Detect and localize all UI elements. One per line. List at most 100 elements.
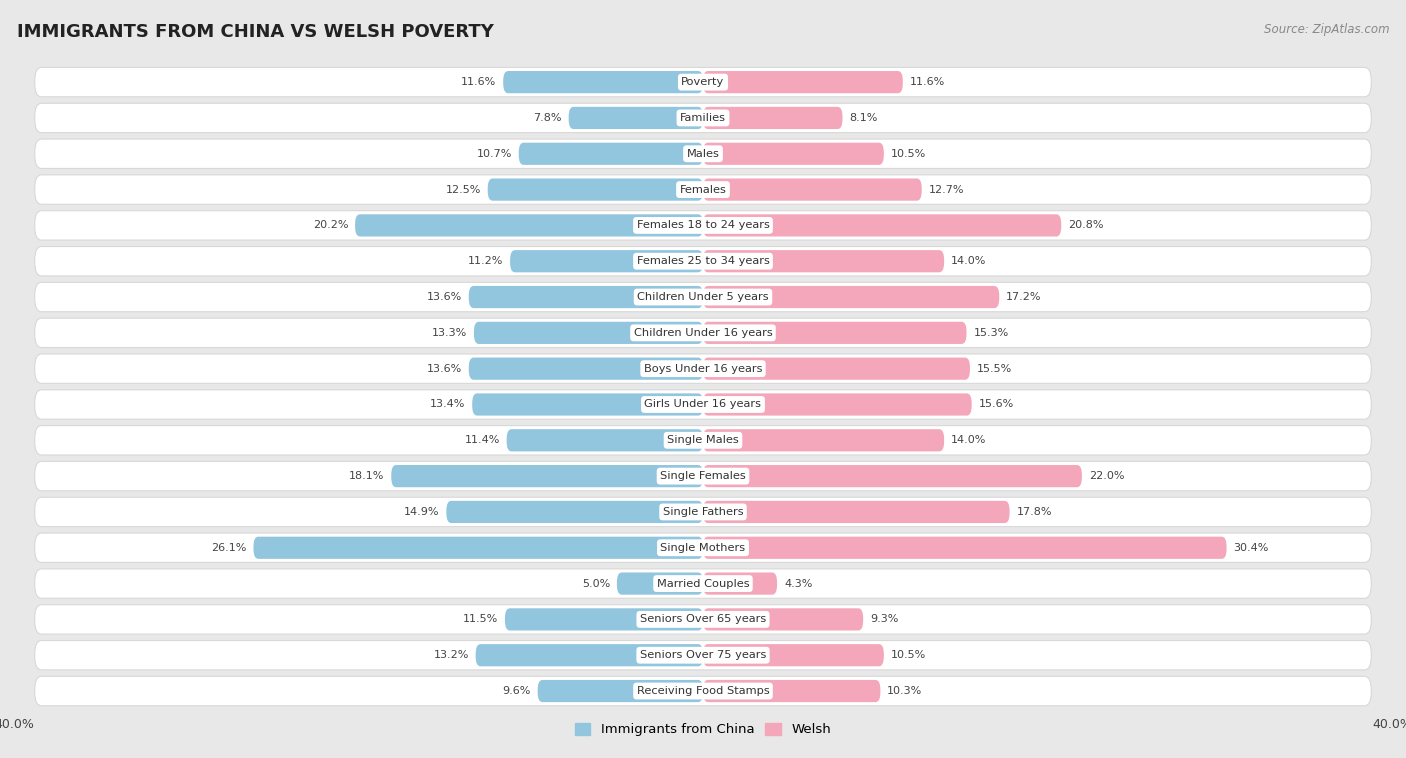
Text: Girls Under 16 years: Girls Under 16 years — [644, 399, 762, 409]
Text: Single Fathers: Single Fathers — [662, 507, 744, 517]
FancyBboxPatch shape — [35, 497, 1371, 527]
FancyBboxPatch shape — [468, 358, 703, 380]
Text: Poverty: Poverty — [682, 77, 724, 87]
FancyBboxPatch shape — [703, 608, 863, 631]
FancyBboxPatch shape — [510, 250, 703, 272]
Text: 14.9%: 14.9% — [404, 507, 440, 517]
FancyBboxPatch shape — [703, 178, 922, 201]
FancyBboxPatch shape — [35, 569, 1371, 598]
FancyBboxPatch shape — [703, 143, 884, 165]
Text: 12.5%: 12.5% — [446, 185, 481, 195]
Text: Source: ZipAtlas.com: Source: ZipAtlas.com — [1264, 23, 1389, 36]
FancyBboxPatch shape — [537, 680, 703, 702]
FancyBboxPatch shape — [35, 390, 1371, 419]
Text: 10.3%: 10.3% — [887, 686, 922, 696]
Text: 30.4%: 30.4% — [1233, 543, 1268, 553]
FancyBboxPatch shape — [474, 321, 703, 344]
Text: Single Males: Single Males — [666, 435, 740, 445]
FancyBboxPatch shape — [617, 572, 703, 595]
FancyBboxPatch shape — [356, 215, 703, 236]
FancyBboxPatch shape — [35, 462, 1371, 491]
FancyBboxPatch shape — [703, 537, 1226, 559]
Text: 11.6%: 11.6% — [461, 77, 496, 87]
FancyBboxPatch shape — [703, 393, 972, 415]
Text: 20.2%: 20.2% — [312, 221, 349, 230]
FancyBboxPatch shape — [35, 103, 1371, 133]
Text: Children Under 16 years: Children Under 16 years — [634, 328, 772, 338]
Text: Boys Under 16 years: Boys Under 16 years — [644, 364, 762, 374]
Text: 13.6%: 13.6% — [426, 364, 461, 374]
Text: 7.8%: 7.8% — [533, 113, 562, 123]
FancyBboxPatch shape — [703, 680, 880, 702]
Text: 13.6%: 13.6% — [426, 292, 461, 302]
Text: 9.3%: 9.3% — [870, 615, 898, 625]
FancyBboxPatch shape — [703, 358, 970, 380]
FancyBboxPatch shape — [472, 393, 703, 415]
FancyBboxPatch shape — [703, 107, 842, 129]
Text: 14.0%: 14.0% — [950, 256, 987, 266]
Text: Males: Males — [686, 149, 720, 158]
Text: 10.5%: 10.5% — [891, 650, 927, 660]
Text: 11.2%: 11.2% — [468, 256, 503, 266]
Text: 12.7%: 12.7% — [928, 185, 965, 195]
Text: IMMIGRANTS FROM CHINA VS WELSH POVERTY: IMMIGRANTS FROM CHINA VS WELSH POVERTY — [17, 23, 494, 41]
FancyBboxPatch shape — [468, 286, 703, 309]
FancyBboxPatch shape — [446, 501, 703, 523]
Text: 15.3%: 15.3% — [973, 328, 1008, 338]
Text: Females: Females — [679, 185, 727, 195]
FancyBboxPatch shape — [568, 107, 703, 129]
Text: Married Couples: Married Couples — [657, 578, 749, 588]
FancyBboxPatch shape — [391, 465, 703, 487]
Text: Single Females: Single Females — [661, 471, 745, 481]
Text: Seniors Over 75 years: Seniors Over 75 years — [640, 650, 766, 660]
Text: 20.8%: 20.8% — [1069, 221, 1104, 230]
Text: Receiving Food Stamps: Receiving Food Stamps — [637, 686, 769, 696]
Text: 9.6%: 9.6% — [502, 686, 531, 696]
FancyBboxPatch shape — [703, 215, 1062, 236]
FancyBboxPatch shape — [35, 139, 1371, 168]
Text: Females 18 to 24 years: Females 18 to 24 years — [637, 221, 769, 230]
FancyBboxPatch shape — [35, 175, 1371, 204]
FancyBboxPatch shape — [519, 143, 703, 165]
FancyBboxPatch shape — [35, 676, 1371, 706]
FancyBboxPatch shape — [703, 321, 966, 344]
FancyBboxPatch shape — [35, 211, 1371, 240]
Text: 15.6%: 15.6% — [979, 399, 1014, 409]
Text: Females 25 to 34 years: Females 25 to 34 years — [637, 256, 769, 266]
Text: 11.5%: 11.5% — [463, 615, 498, 625]
FancyBboxPatch shape — [703, 250, 945, 272]
FancyBboxPatch shape — [35, 426, 1371, 455]
FancyBboxPatch shape — [35, 605, 1371, 634]
Text: 11.6%: 11.6% — [910, 77, 945, 87]
Text: 14.0%: 14.0% — [950, 435, 987, 445]
FancyBboxPatch shape — [703, 572, 778, 595]
Text: 18.1%: 18.1% — [349, 471, 384, 481]
Text: 10.5%: 10.5% — [891, 149, 927, 158]
Text: 13.2%: 13.2% — [433, 650, 468, 660]
Text: Children Under 5 years: Children Under 5 years — [637, 292, 769, 302]
FancyBboxPatch shape — [703, 286, 1000, 309]
Text: 26.1%: 26.1% — [211, 543, 246, 553]
FancyBboxPatch shape — [488, 178, 703, 201]
Text: Families: Families — [681, 113, 725, 123]
FancyBboxPatch shape — [35, 354, 1371, 384]
Text: 11.4%: 11.4% — [464, 435, 499, 445]
Text: 4.3%: 4.3% — [785, 578, 813, 588]
Text: Seniors Over 65 years: Seniors Over 65 years — [640, 615, 766, 625]
FancyBboxPatch shape — [505, 608, 703, 631]
FancyBboxPatch shape — [703, 501, 1010, 523]
Text: 22.0%: 22.0% — [1088, 471, 1125, 481]
FancyBboxPatch shape — [703, 71, 903, 93]
Text: 13.4%: 13.4% — [430, 399, 465, 409]
FancyBboxPatch shape — [503, 71, 703, 93]
FancyBboxPatch shape — [253, 537, 703, 559]
FancyBboxPatch shape — [35, 282, 1371, 312]
FancyBboxPatch shape — [35, 641, 1371, 670]
Text: 17.2%: 17.2% — [1007, 292, 1042, 302]
FancyBboxPatch shape — [506, 429, 703, 452]
FancyBboxPatch shape — [703, 429, 945, 452]
Text: 10.7%: 10.7% — [477, 149, 512, 158]
FancyBboxPatch shape — [703, 465, 1083, 487]
Text: Single Mothers: Single Mothers — [661, 543, 745, 553]
FancyBboxPatch shape — [35, 246, 1371, 276]
